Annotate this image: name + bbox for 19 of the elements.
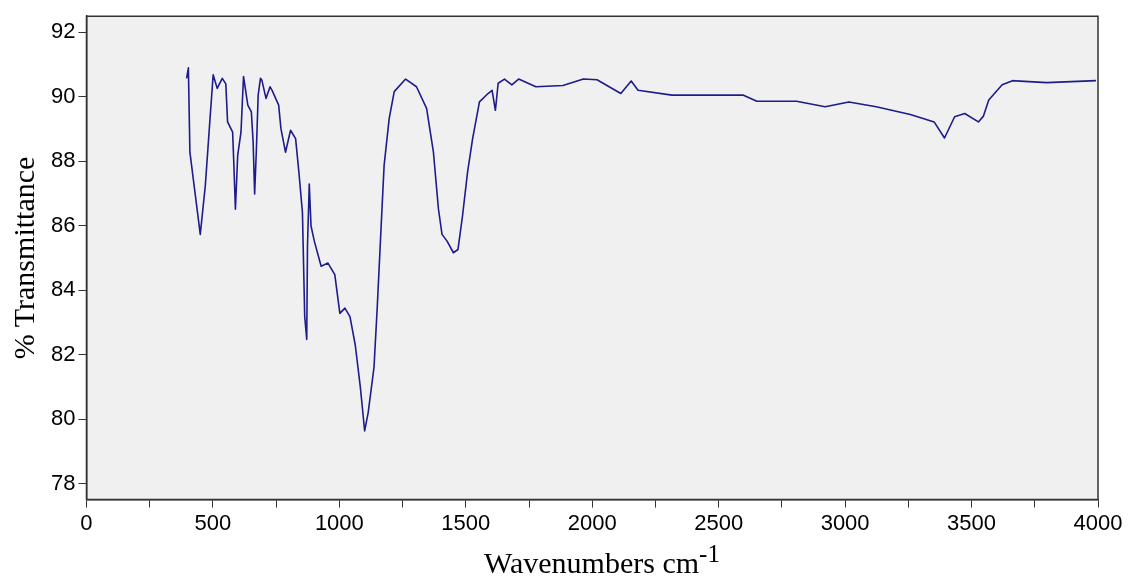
x-tick-label: 3000 bbox=[820, 509, 870, 535]
y-tick-label: 78 bbox=[50, 469, 76, 495]
x-tick-label: 2500 bbox=[694, 509, 744, 535]
y-axis-title: % Transmittance bbox=[6, 156, 40, 360]
y-tick-label: 90 bbox=[50, 82, 76, 108]
x-tick-label: 0 bbox=[80, 509, 93, 535]
x-tick-label: 4000 bbox=[1073, 509, 1123, 535]
x-tick-label: 2000 bbox=[567, 509, 617, 535]
x-tick-label: 1500 bbox=[441, 509, 491, 535]
x-axis-title: Wavenumbers cm$^{-1}$ bbox=[483, 540, 721, 580]
y-tick-label: 82 bbox=[50, 340, 76, 366]
y-tick-label: 84 bbox=[50, 276, 76, 302]
y-tick-label: 86 bbox=[50, 211, 76, 237]
x-tick-label: 500 bbox=[194, 509, 232, 535]
x-tick-label: 3500 bbox=[947, 509, 997, 535]
y-tick-label: 88 bbox=[50, 147, 76, 173]
x-tick-label: 1000 bbox=[314, 509, 364, 535]
y-tick-label: 80 bbox=[50, 405, 76, 431]
y-tick-label: 92 bbox=[50, 18, 76, 44]
